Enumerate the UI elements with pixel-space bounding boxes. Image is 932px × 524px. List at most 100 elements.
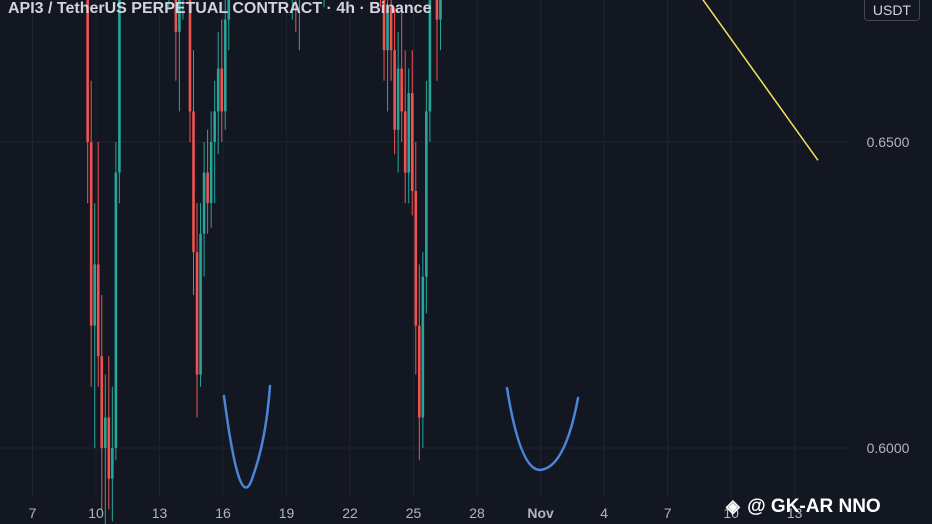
candle-body bbox=[400, 68, 403, 112]
candle-body bbox=[195, 252, 199, 375]
candle bbox=[435, 0, 439, 81]
candle bbox=[199, 203, 202, 387]
candle-body bbox=[227, 0, 231, 20]
x-tick-label: 16 bbox=[215, 505, 231, 521]
x-tick-label: 25 bbox=[406, 505, 422, 521]
candle-body bbox=[114, 172, 118, 448]
candle-body bbox=[382, 0, 386, 51]
x-tick-label: Nov bbox=[527, 505, 554, 521]
candle-body bbox=[425, 111, 428, 277]
candle-body bbox=[435, 0, 439, 20]
candle-body bbox=[407, 93, 411, 173]
candle-body bbox=[96, 264, 100, 357]
candle-body bbox=[93, 264, 97, 326]
candle-body bbox=[178, 0, 181, 32]
candle bbox=[298, 0, 300, 51]
candle bbox=[174, 0, 178, 81]
x-tick-label: 10 bbox=[723, 505, 739, 521]
candle bbox=[89, 80, 93, 387]
candle-body bbox=[220, 68, 224, 112]
candle bbox=[100, 295, 104, 510]
candle bbox=[421, 252, 425, 448]
candle bbox=[386, 0, 389, 112]
candle bbox=[192, 50, 195, 295]
watermark-text: @ GK-AR NNO bbox=[747, 496, 881, 517]
candle bbox=[96, 142, 100, 387]
x-tick-label: 7 bbox=[664, 505, 672, 521]
x-tick-label: 7 bbox=[29, 505, 37, 521]
candle-body bbox=[403, 111, 407, 173]
candle-body bbox=[107, 417, 111, 479]
candle-body bbox=[421, 276, 425, 418]
candle bbox=[403, 50, 407, 204]
candle-body bbox=[216, 68, 220, 112]
candle bbox=[414, 142, 418, 375]
x-tick-label: 22 bbox=[342, 505, 358, 521]
candle-body bbox=[418, 325, 421, 418]
y-axis: 0.60000.65000.70000.75000.8000TP20.8462T… bbox=[867, 134, 910, 456]
candle bbox=[295, 0, 297, 32]
candle bbox=[111, 386, 114, 522]
candle bbox=[86, 0, 89, 204]
candle-body bbox=[111, 448, 114, 479]
candle bbox=[227, 0, 231, 51]
candle bbox=[195, 203, 199, 418]
chart-title: API3 / TetherUS PERPETUAL CONTRACT · 4h … bbox=[8, 0, 432, 17]
x-tick-label: 13 bbox=[787, 505, 803, 521]
candle bbox=[103, 374, 107, 524]
candle bbox=[118, 0, 121, 204]
binance-logo-icon: ◈ bbox=[726, 496, 740, 516]
candle bbox=[178, 0, 181, 112]
currency-selector[interactable]: USDT bbox=[863, 0, 920, 21]
x-tick-label: 19 bbox=[279, 505, 295, 521]
x-tick-label: 10 bbox=[88, 505, 104, 521]
x-axis: 7 10 13 16 19 22 25 28 Nov 4 7 10 13 bbox=[29, 505, 803, 521]
candle-body bbox=[202, 172, 206, 234]
candle-body bbox=[410, 93, 414, 191]
candle bbox=[223, 0, 227, 130]
candle-body bbox=[192, 111, 195, 253]
candle-body bbox=[439, 0, 442, 20]
candle-body bbox=[393, 50, 396, 130]
grid bbox=[0, 0, 850, 498]
candle bbox=[400, 7, 403, 142]
candle-body bbox=[389, 7, 393, 51]
candle-body bbox=[174, 0, 178, 32]
candle-body bbox=[209, 142, 213, 204]
x-tick-label: 4 bbox=[600, 505, 608, 521]
u-pattern-left bbox=[222, 384, 272, 489]
candle bbox=[428, 0, 432, 142]
candle bbox=[206, 129, 209, 234]
trendline bbox=[702, 0, 819, 161]
y-tick-label: 0.6000 bbox=[867, 440, 910, 456]
candle bbox=[410, 50, 414, 216]
candle-body bbox=[396, 68, 400, 130]
candle bbox=[425, 80, 428, 314]
candle bbox=[188, 0, 192, 142]
candle bbox=[107, 356, 111, 510]
x-tick-label: 28 bbox=[469, 505, 485, 521]
candle-body bbox=[188, 0, 192, 112]
candle-body bbox=[386, 7, 389, 51]
candle-body bbox=[213, 111, 216, 142]
watermark: ◈ @ GK-AR NNO bbox=[726, 496, 881, 518]
candle-body bbox=[103, 417, 107, 448]
candle-body bbox=[118, 0, 121, 173]
candle bbox=[114, 142, 118, 461]
candle bbox=[393, 7, 396, 155]
candle bbox=[93, 203, 97, 448]
candle bbox=[209, 111, 213, 228]
u-pattern-right bbox=[505, 386, 580, 472]
candle-body bbox=[199, 233, 202, 375]
candle bbox=[216, 31, 220, 155]
candle-body bbox=[100, 356, 104, 448]
candle bbox=[418, 264, 421, 461]
candle bbox=[220, 19, 224, 142]
candle-body bbox=[86, 0, 89, 142]
x-tick-label: 13 bbox=[152, 505, 168, 521]
candle bbox=[407, 68, 411, 204]
candle bbox=[202, 142, 206, 277]
candle bbox=[439, 0, 442, 51]
